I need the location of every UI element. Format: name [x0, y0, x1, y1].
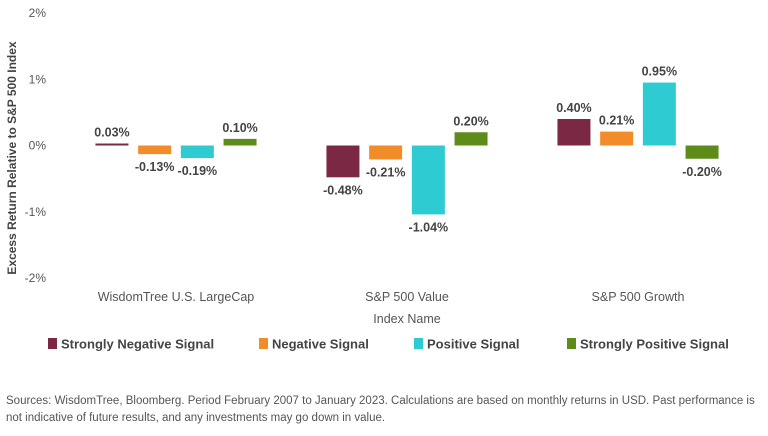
bar — [369, 145, 403, 160]
data-label: 0.03% — [94, 126, 129, 140]
category-label: S&P 500 Value — [365, 290, 449, 304]
data-label: 0.10% — [222, 121, 257, 135]
legend-swatch — [567, 338, 576, 349]
data-label: -0.19% — [178, 164, 218, 178]
legend-label: Negative Signal — [272, 337, 369, 352]
data-label: -0.21% — [366, 165, 406, 179]
x-axis-title: Index Name — [373, 312, 440, 326]
legend-swatch — [48, 338, 57, 349]
source-note: Sources: WisdomTree, Bloomberg. Period F… — [6, 395, 755, 424]
bars — [95, 82, 719, 215]
y-tick-label: 2% — [29, 6, 47, 20]
data-label: 0.21% — [599, 114, 634, 128]
bar-chart: 2% 1% 0% -1% -2% 0.03% -0.13% -0.19% 0.10% -0.48… — [5, 6, 729, 352]
data-label: -0.48% — [323, 183, 363, 197]
legend-label: Strongly Negative Signal — [61, 337, 214, 352]
y-tick-label: -1% — [25, 205, 47, 219]
bar — [326, 145, 360, 178]
bar — [454, 132, 488, 146]
y-tick-label: 1% — [29, 72, 47, 86]
category-label: S&P 500 Growth — [592, 290, 685, 304]
data-label: 0.20% — [453, 114, 488, 128]
y-axis-ticks: 2% 1% 0% -1% -2% — [25, 6, 47, 285]
y-axis-title: Excess Return Relative to S&P 500 Index — [5, 41, 19, 275]
data-label: -1.04% — [409, 220, 449, 234]
legend-item: Strongly Negative Signal — [48, 337, 214, 352]
bar — [557, 119, 591, 146]
legend-item: Negative Signal — [259, 337, 369, 352]
y-tick-label: 0% — [29, 139, 47, 153]
legend-label: Strongly Positive Signal — [580, 337, 729, 352]
legend-item: Positive Signal — [414, 337, 519, 352]
data-label: -0.13% — [135, 160, 175, 174]
legend-swatch — [259, 338, 268, 349]
data-label: -0.20% — [682, 165, 722, 179]
bar — [685, 145, 719, 159]
legend-swatch — [414, 338, 423, 349]
data-label: 0.95% — [642, 65, 677, 79]
data-labels: 0.03% -0.13% -0.19% 0.10% -0.48%-0.21% -1.04%… — [94, 65, 722, 235]
bar — [600, 131, 634, 146]
bar — [180, 145, 214, 159]
y-tick-label: -2% — [25, 271, 47, 285]
bar — [95, 143, 129, 146]
category-labels: WisdomTree U.S. LargeCap S&P 500 Value S&P… — [98, 290, 685, 304]
legend-label: Positive Signal — [427, 337, 519, 352]
bar — [642, 82, 676, 146]
data-label: 0.40% — [556, 101, 591, 115]
category-label: WisdomTree U.S. LargeCap — [98, 290, 255, 304]
legend: Strongly Negative Signal Negative Signal P… — [48, 337, 729, 352]
bar — [138, 145, 172, 155]
bar — [411, 145, 445, 215]
legend-item: Strongly Positive Signal — [567, 337, 729, 352]
bar — [223, 138, 257, 146]
